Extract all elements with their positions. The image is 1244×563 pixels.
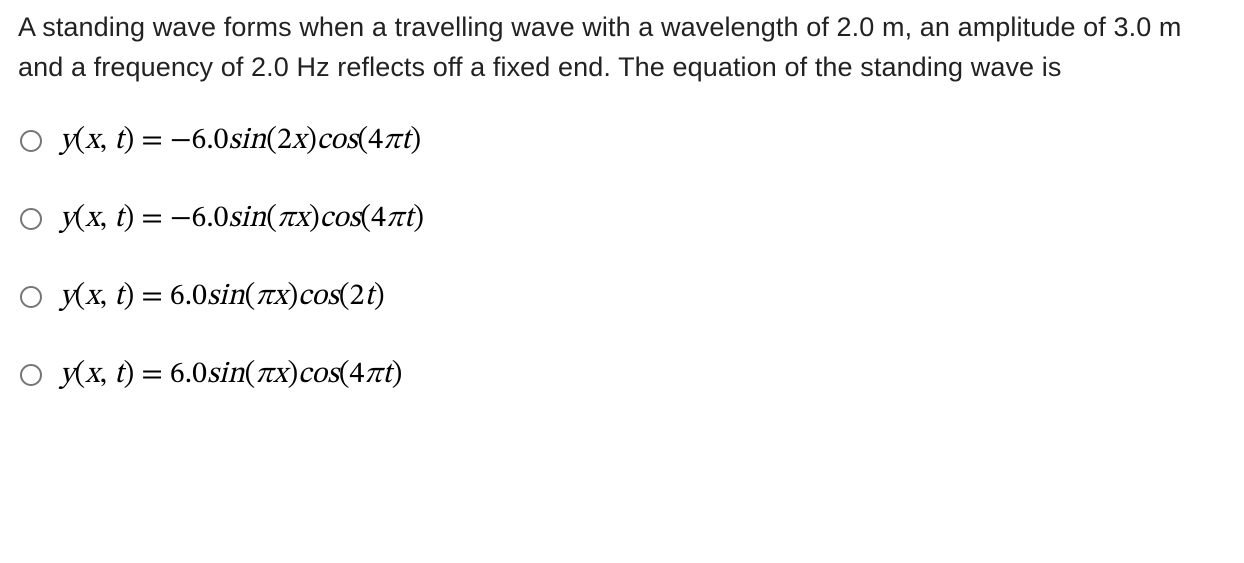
eq-comma: , bbox=[100, 204, 114, 234]
eq-paren: ) bbox=[374, 282, 385, 312]
eq-x: x bbox=[85, 360, 99, 390]
eq-paren: ( bbox=[360, 204, 371, 234]
eq-paren: ( bbox=[339, 360, 350, 390]
eq-paren: ( bbox=[245, 360, 256, 390]
eq-paren: ( bbox=[266, 126, 277, 156]
eq-sin: sin bbox=[229, 126, 267, 156]
eq-t: t bbox=[401, 126, 410, 156]
eq-eq: ) = bbox=[123, 126, 169, 156]
eq-num: 4 bbox=[368, 126, 383, 156]
eq-paren: ) bbox=[287, 360, 298, 390]
eq-pi: π bbox=[383, 126, 401, 156]
radio-option-3[interactable] bbox=[20, 286, 42, 308]
eq-paren: ( bbox=[358, 126, 369, 156]
option-row-2[interactable]: y(x, t) = −6.0sin(πx)cos(4πt) bbox=[20, 204, 1226, 234]
eq-x: x bbox=[273, 282, 287, 312]
eq-eq: ) = bbox=[123, 360, 169, 390]
eq-sin: sin bbox=[229, 204, 267, 234]
eq-num: 2 bbox=[350, 282, 365, 312]
eq-pi: π bbox=[386, 204, 404, 234]
eq-pi: π bbox=[364, 360, 382, 390]
eq-t: t bbox=[364, 282, 373, 312]
eq-num: 4 bbox=[350, 360, 365, 390]
eq-paren: ( bbox=[266, 204, 277, 234]
radio-option-1[interactable] bbox=[20, 130, 42, 152]
option-equation-1: y(x, t) = −6.0sin(2x)cos(4πt) bbox=[60, 126, 421, 156]
eq-cos: cos bbox=[298, 282, 339, 312]
eq-x: x bbox=[85, 126, 99, 156]
eq-x: x bbox=[85, 282, 99, 312]
eq-t: t bbox=[404, 204, 413, 234]
eq-paren: ) bbox=[306, 126, 317, 156]
eq-paren: ( bbox=[339, 282, 350, 312]
eq-comma: , bbox=[100, 360, 114, 390]
eq-paren: ) bbox=[413, 204, 424, 234]
eq-pi: π bbox=[255, 360, 273, 390]
eq-y: y bbox=[60, 126, 75, 156]
option-row-3[interactable]: y(x, t) = 6.0sin(πx)cos(2t) bbox=[20, 282, 1226, 312]
option-equation-3: y(x, t) = 6.0sin(πx)cos(2t) bbox=[60, 282, 385, 312]
option-row-4[interactable]: y(x, t) = 6.0sin(πx)cos(4πt) bbox=[20, 360, 1226, 390]
eq-paren: ) bbox=[287, 282, 298, 312]
eq-comma: , bbox=[100, 126, 114, 156]
eq-coef: −6.0 bbox=[170, 126, 229, 156]
option-equation-2: y(x, t) = −6.0sin(πx)cos(4πt) bbox=[60, 204, 424, 234]
eq-paren: ( bbox=[75, 360, 86, 390]
eq-y: y bbox=[60, 282, 75, 312]
eq-paren: ( bbox=[75, 126, 86, 156]
eq-num: 2 bbox=[277, 126, 292, 156]
eq-sin: sin bbox=[207, 360, 245, 390]
question-text: A standing wave forms when a travelling … bbox=[18, 8, 1226, 88]
eq-comma: , bbox=[100, 282, 114, 312]
eq-eq: ) = bbox=[123, 204, 169, 234]
option-row-1[interactable]: y(x, t) = −6.0sin(2x)cos(4πt) bbox=[20, 126, 1226, 156]
eq-cos: cos bbox=[317, 126, 358, 156]
eq-pi: π bbox=[277, 204, 295, 234]
eq-x: x bbox=[292, 126, 306, 156]
options-list: y(x, t) = −6.0sin(2x)cos(4πt) y(x, t) = … bbox=[18, 126, 1226, 390]
radio-option-4[interactable] bbox=[20, 364, 42, 386]
eq-paren: ( bbox=[75, 204, 86, 234]
eq-coef: 6.0 bbox=[170, 282, 207, 312]
eq-t: t bbox=[382, 360, 391, 390]
eq-x: x bbox=[295, 204, 309, 234]
eq-pi: π bbox=[255, 282, 273, 312]
eq-cos: cos bbox=[298, 360, 339, 390]
eq-y: y bbox=[60, 204, 75, 234]
eq-paren: ( bbox=[75, 282, 86, 312]
eq-paren: ) bbox=[410, 126, 421, 156]
option-equation-4: y(x, t) = 6.0sin(πx)cos(4πt) bbox=[60, 360, 402, 390]
eq-coef: 6.0 bbox=[170, 360, 207, 390]
eq-x: x bbox=[273, 360, 287, 390]
radio-option-2[interactable] bbox=[20, 208, 42, 230]
eq-eq: ) = bbox=[123, 282, 169, 312]
eq-paren: ) bbox=[392, 360, 403, 390]
eq-x: x bbox=[85, 204, 99, 234]
eq-coef: −6.0 bbox=[170, 204, 229, 234]
eq-y: y bbox=[60, 360, 75, 390]
eq-sin: sin bbox=[207, 282, 245, 312]
eq-cos: cos bbox=[320, 204, 361, 234]
eq-paren: ( bbox=[245, 282, 256, 312]
eq-num: 4 bbox=[371, 204, 386, 234]
quiz-container: A standing wave forms when a travelling … bbox=[0, 0, 1244, 390]
eq-paren: ) bbox=[309, 204, 320, 234]
